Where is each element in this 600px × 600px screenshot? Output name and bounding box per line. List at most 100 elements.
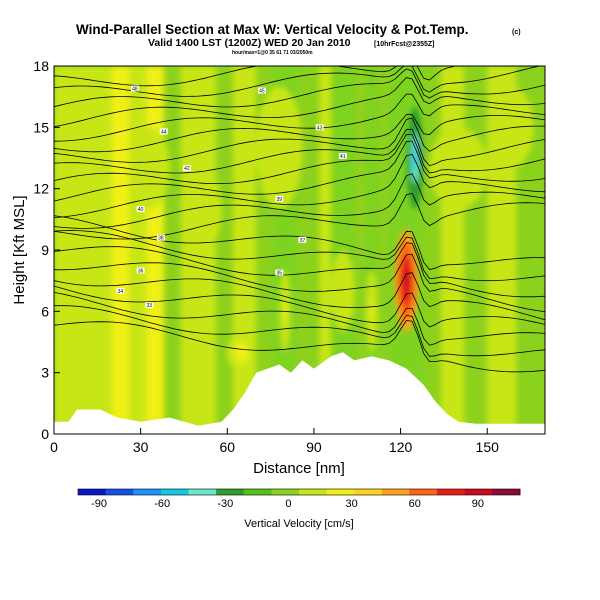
- colorbar-swatch: [326, 489, 355, 495]
- isentrope-label: 38: [158, 236, 164, 242]
- field-patch: [129, 127, 170, 210]
- colorbar-swatch: [243, 489, 272, 495]
- isentrope-line: [54, 285, 545, 328]
- isentrope-label-bg: [145, 302, 154, 309]
- field-patch: [256, 86, 303, 210]
- isentrope-line: [54, 242, 545, 298]
- field-band: [441, 66, 465, 434]
- terrain: [54, 352, 545, 434]
- colorbar-swatch: [105, 489, 134, 495]
- velocity-region: [403, 267, 410, 294]
- colorbar-label: Vertical Velocity [cm/s]: [244, 518, 353, 530]
- isentrope-label-bg: [338, 152, 347, 159]
- y-tick-label: 9: [41, 242, 49, 258]
- y-tick-label: 15: [33, 119, 49, 135]
- chart-subtitle: Valid 1400 LST (1200Z) WED 20 Jan 2010: [148, 37, 351, 49]
- field-band: [129, 66, 147, 434]
- field-patch: [429, 127, 488, 210]
- isentrope-label: 33: [147, 303, 153, 309]
- y-tick-label: 3: [41, 365, 49, 381]
- colorbar-swatch: [354, 489, 383, 495]
- colorbar-tick-label: -60: [154, 498, 170, 510]
- plot-area: 48 45 44 43 42 41 40 39 38 37 36 35 34 33: [54, 66, 545, 434]
- isentrope-label-bg: [136, 267, 145, 274]
- isentropes: 48 45 44 43 42 41 40 39 38 37 36 35 34 33: [54, 66, 545, 373]
- field-patch: [186, 168, 222, 250]
- isentrope-label-bg: [315, 124, 324, 131]
- x-tick-label: 0: [50, 439, 58, 455]
- colorbar-tick-label: 90: [472, 498, 484, 510]
- velocity-region: [412, 145, 418, 171]
- field-band: [94, 66, 112, 434]
- colorbar-swatch: [271, 489, 300, 495]
- field-band: [111, 66, 130, 434]
- colorbar-tick-label: 0: [285, 498, 291, 510]
- isentrope-line: [54, 292, 545, 346]
- chart-subtitle-note: [10hrFcst@2355Z]: [374, 41, 435, 48]
- isentrope-line: [54, 133, 545, 184]
- isentrope-line: [54, 68, 545, 108]
- isentrope-line: [54, 114, 545, 153]
- isentrope-label-bg: [275, 269, 284, 276]
- colorbar-swatch: [133, 489, 162, 495]
- y-tick-label: 6: [41, 303, 49, 319]
- colorbar-swatch: [299, 489, 328, 495]
- isentrope-line: [54, 153, 545, 218]
- isentrope-label: 40: [138, 207, 144, 213]
- colorbar-swatch: [160, 489, 189, 495]
- x-tick-label: 60: [220, 439, 236, 455]
- colorbar: -90 -60 -30 0 30 60 90: [77, 488, 521, 510]
- colorbar-tick-label: -30: [217, 498, 233, 510]
- x-tick-label: 90: [306, 439, 322, 455]
- isentrope-label: 36: [138, 268, 144, 274]
- colorbar-swatch: [409, 489, 438, 495]
- colorbar-tick-label: 60: [409, 498, 421, 510]
- chart-title: Wind-Parallel Section at Max W: Vertical…: [76, 22, 468, 37]
- isentrope-line: [54, 215, 545, 270]
- field-band: [423, 66, 442, 434]
- isentrope-line: [54, 319, 545, 373]
- isentrope-label: 43: [317, 125, 323, 131]
- isentrope-line: [54, 77, 545, 128]
- isentrope-label: 34: [118, 289, 124, 295]
- isentrope-label: 37: [300, 238, 306, 244]
- colorbar-swatch: [381, 489, 410, 495]
- isentrope-line: [54, 305, 545, 357]
- field-band: [296, 66, 320, 434]
- colorbar-tick-label: -90: [91, 498, 107, 510]
- isentrope-label-bg: [159, 128, 168, 135]
- isentrope-label-bg: [130, 85, 139, 92]
- isentrope-line: [54, 93, 545, 142]
- isentrope-label-bg: [136, 206, 145, 213]
- x-tick-label: 30: [133, 439, 149, 455]
- colorbar-swatch: [492, 489, 521, 495]
- field-band: [354, 66, 366, 434]
- isentrope-label: 44: [161, 129, 167, 135]
- y-ticks: 0 3 6 9 12 15 18: [33, 58, 60, 442]
- field-band: [464, 66, 488, 434]
- field-band: [377, 66, 390, 434]
- colorbar-tick-label: 30: [345, 498, 357, 510]
- x-axis-label: Distance [nm]: [253, 460, 345, 477]
- isentrope-line: [54, 140, 545, 202]
- isentrope-label: 42: [184, 166, 190, 172]
- colorbar-swatch: [78, 489, 107, 495]
- field-band: [181, 66, 199, 434]
- isentrope-label: 45: [259, 89, 265, 95]
- isentrope-label: 39: [277, 197, 283, 203]
- velocity-region: [370, 301, 374, 322]
- x-ticks: 0 30 60 90 120 150: [50, 428, 499, 455]
- isentrope-line: [54, 117, 545, 163]
- isentrope-label-bg: [275, 195, 284, 202]
- chart-subtitle2: hour/max=1@0 35 61 71 03/2050m: [232, 50, 313, 56]
- y-tick-label: 12: [33, 181, 49, 197]
- isentrope-line: [54, 173, 545, 229]
- field-band: [215, 66, 234, 434]
- y-tick-label: 0: [41, 426, 49, 442]
- title-copyright: (c): [512, 29, 521, 36]
- x-tick-label: 150: [476, 439, 500, 455]
- isentrope-label: 48: [132, 86, 138, 92]
- x-tick-label: 120: [389, 439, 413, 455]
- colorbar-swatch: [437, 489, 466, 495]
